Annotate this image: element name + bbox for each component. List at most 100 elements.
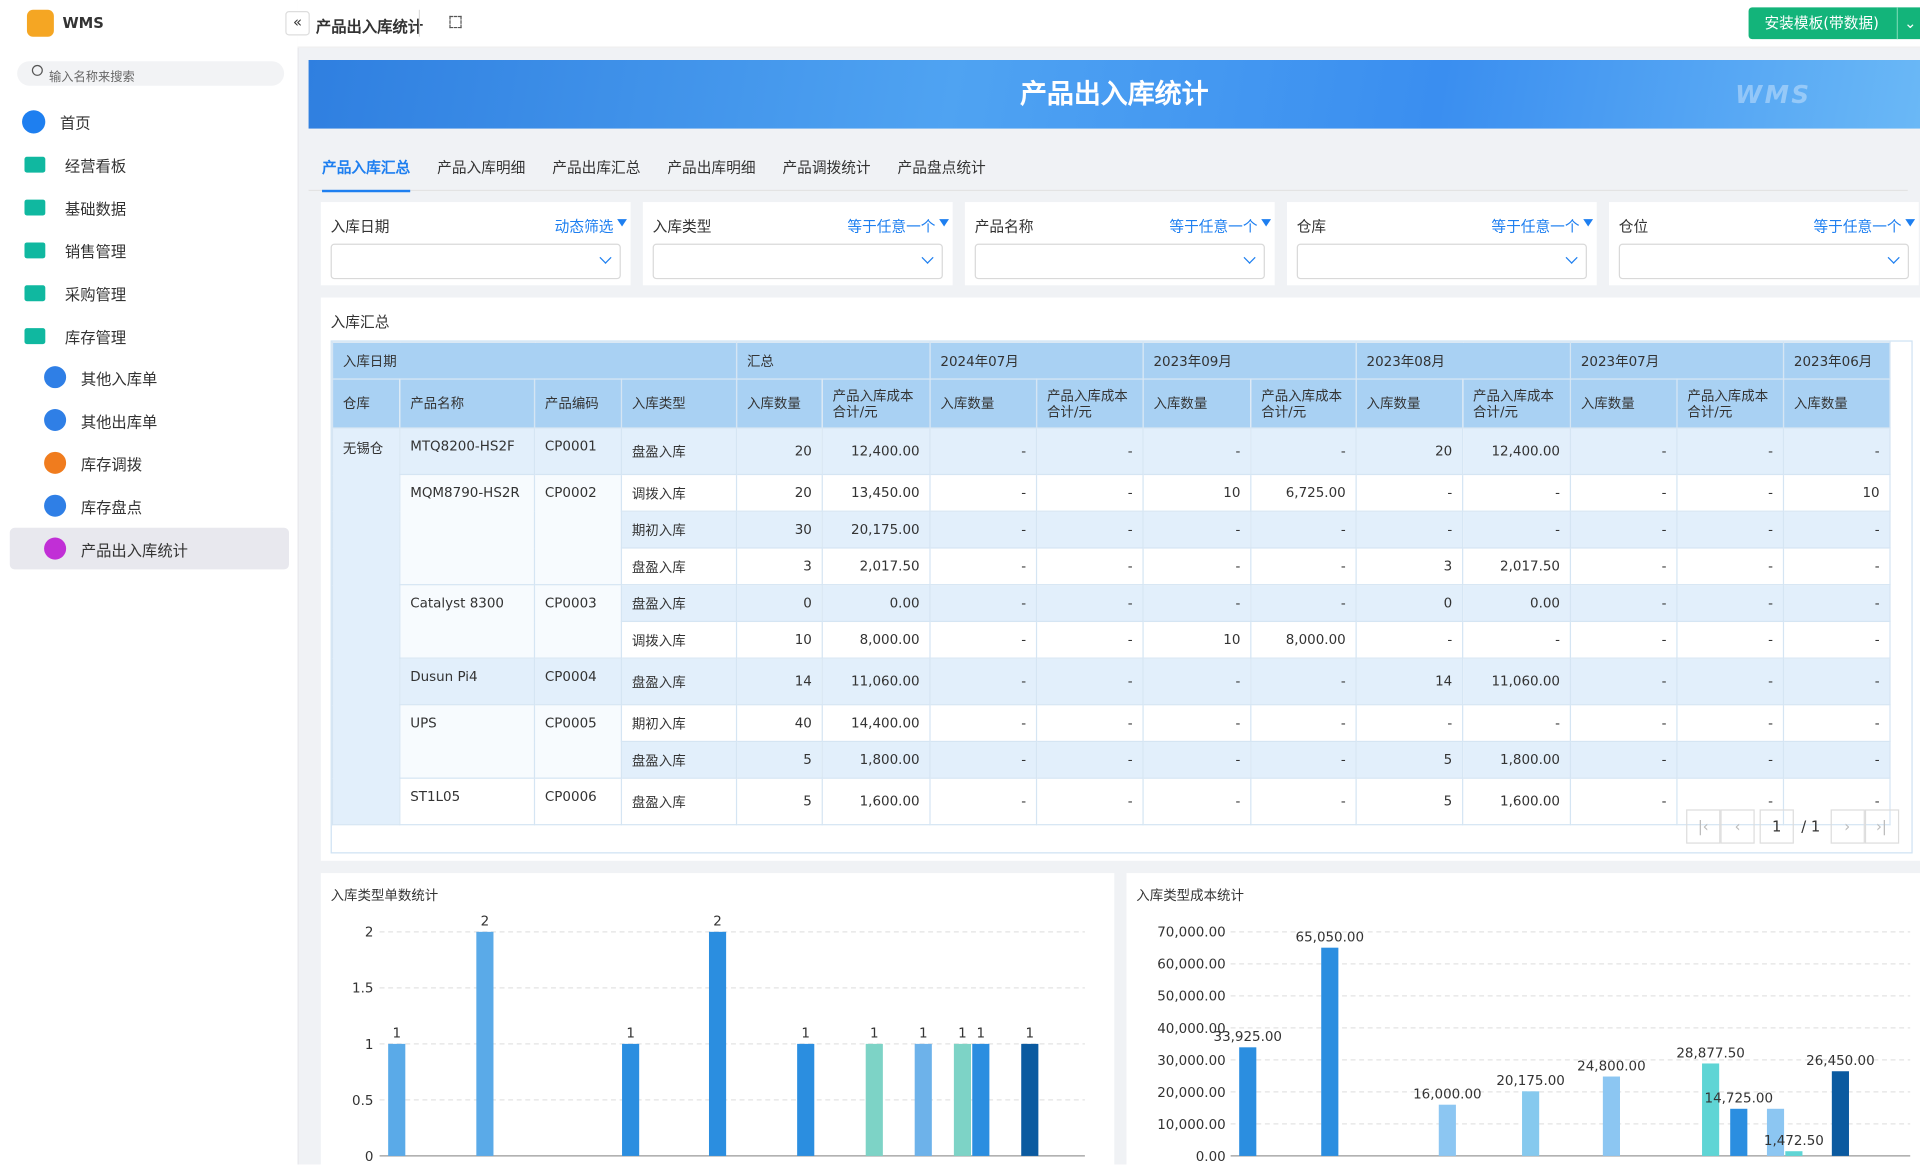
menu-item[interactable]: 库存管理	[10, 315, 289, 357]
pagination: |‹ ‹ 1 / 1 › ›|	[1686, 809, 1899, 844]
chart-title: 入库类型单数统计	[331, 888, 439, 904]
value-cell: -	[1569, 473, 1678, 512]
menu-item[interactable]: 基础数据	[10, 186, 289, 228]
tab[interactable]: 产品出库汇总	[552, 159, 641, 177]
value-cell: 0	[735, 584, 823, 623]
search-box[interactable]: 输入名称来搜索	[17, 61, 285, 86]
value-cell: 10	[1142, 620, 1252, 659]
filter-operator[interactable]: 等于任意一个	[847, 217, 936, 236]
value-cell: -	[1782, 777, 1891, 826]
tab[interactable]: 产品调拨统计	[782, 159, 871, 177]
value-cell: -	[1142, 657, 1252, 706]
submenu-icon	[44, 366, 67, 389]
value-cell: -	[929, 584, 1038, 623]
menu-icon	[24, 156, 46, 173]
value-cell: -	[1676, 620, 1785, 659]
filter-select[interactable]	[330, 243, 621, 280]
value-cell: -	[1250, 510, 1357, 549]
value-cell: 8,000.00	[1250, 620, 1357, 659]
value-cell: -	[929, 777, 1038, 826]
select-arrow	[1887, 251, 1900, 264]
value-cell: 20	[735, 427, 823, 476]
filter-card: 入库日期 动态筛选	[320, 202, 631, 286]
sub-header: 入库数量	[1142, 378, 1252, 429]
value-cell: -	[929, 510, 1038, 549]
group-header: 汇总	[735, 341, 931, 380]
submenu-item[interactable]: 其他出库单	[10, 399, 289, 441]
bar	[1321, 947, 1339, 1156]
filter-select[interactable]	[974, 243, 1265, 280]
type-cell: 盘盈入库	[620, 777, 738, 826]
value-cell: -	[1676, 510, 1785, 549]
sub-header: 产品名称	[399, 378, 536, 429]
tab[interactable]: 产品出库明细	[667, 159, 756, 177]
value-label: 1	[919, 1027, 928, 1042]
submenu-label: 其他入库单	[80, 369, 158, 388]
sub-header: 入库数量	[1355, 378, 1464, 429]
filter-select[interactable]	[1618, 243, 1909, 280]
bar	[476, 931, 494, 1156]
bar	[622, 1043, 640, 1156]
install-button[interactable]: 安装模板(带数据) ⌄	[1748, 7, 1920, 40]
menu-item[interactable]: 首页	[10, 100, 289, 142]
sub-header-row: 仓库 产品名称 产品编码 入库类型 入库数量 产品入库成本合计/元 入库数量 产品入库成本合计…	[331, 378, 1891, 429]
submenu-icon	[44, 451, 67, 474]
filter-select[interactable]	[652, 243, 943, 280]
value-cell: -	[1355, 704, 1464, 743]
menu-item[interactable]: 经营看板	[10, 143, 289, 185]
next-page[interactable]: ›	[1830, 809, 1865, 844]
first-page[interactable]: |‹	[1686, 809, 1721, 844]
product-name-cell: UPS	[399, 704, 536, 779]
value-cell: -	[1782, 547, 1891, 586]
value-cell: 11,060.00	[1462, 657, 1572, 706]
bar	[1522, 1091, 1540, 1156]
fullscreen-icon[interactable]	[449, 15, 462, 29]
submenu-item[interactable]: 其他入库单	[10, 356, 289, 398]
filter-caret	[939, 219, 949, 227]
value-cell: -	[1676, 704, 1785, 743]
page-input[interactable]: 1	[1759, 809, 1794, 844]
y-tick-label: 70,000.00	[1157, 926, 1225, 941]
value-label: 2	[713, 915, 722, 930]
value-cell: 13,450.00	[821, 473, 931, 512]
tab[interactable]: 产品盘点统计	[897, 159, 986, 177]
divider	[418, 9, 421, 37]
sub-header: 产品编码	[533, 378, 623, 429]
filter-select[interactable]	[1296, 243, 1587, 280]
sub-header: 产品入库成本合计/元	[1035, 378, 1144, 429]
bar	[953, 1043, 972, 1156]
submenu-item[interactable]: 产品出入库统计	[9, 527, 289, 570]
last-page[interactable]: ›|	[1864, 809, 1899, 844]
menu-item[interactable]: 采购管理	[10, 272, 289, 314]
table-frame: 入库日期 汇总 2024年07月 2023年09月 2023年08月 2023年07月 20…	[330, 340, 1913, 854]
submenu-item[interactable]: 库存调拨	[10, 442, 289, 484]
value-cell: -	[1250, 740, 1357, 779]
value-cell: 5	[735, 740, 823, 779]
tab[interactable]: 产品入库明细	[437, 159, 526, 177]
value-cell: -	[1782, 620, 1891, 659]
filter-operator[interactable]: 等于任意一个	[1491, 217, 1580, 236]
filter-operator[interactable]: 等于任意一个	[1169, 217, 1258, 236]
value-cell: -	[1782, 510, 1891, 549]
submenu-item[interactable]: 库存盘点	[10, 485, 289, 527]
y-tick-label: 30,000.00	[1157, 1054, 1225, 1069]
value-cell: -	[1462, 473, 1572, 512]
bar	[1766, 1108, 1785, 1156]
table-card: 入库汇总 入库日期 汇总 2024年07月 2023年09月 2023年08月 2023年…	[320, 297, 1920, 861]
filter-operator[interactable]: 动态筛选	[554, 217, 614, 236]
menu-item[interactable]: 销售管理	[10, 229, 289, 271]
y-tick-label: 0.5	[352, 1094, 373, 1109]
collapse-button[interactable]: «	[285, 11, 310, 36]
menu-icon	[24, 241, 46, 258]
product-code-cell: CP0001	[533, 427, 623, 476]
bar	[1730, 1108, 1748, 1156]
value-cell: 14,400.00	[821, 704, 931, 743]
submenu-icon	[44, 494, 67, 517]
type-cell: 盘盈入库	[620, 740, 738, 779]
filter-operator[interactable]: 等于任意一个	[1813, 217, 1902, 236]
prev-page[interactable]: ‹	[1720, 809, 1755, 844]
value-cell: -	[1569, 620, 1678, 659]
tab[interactable]: 产品入库汇总	[322, 157, 411, 193]
value-cell: 5	[1355, 777, 1464, 826]
menu-icon	[22, 109, 46, 133]
